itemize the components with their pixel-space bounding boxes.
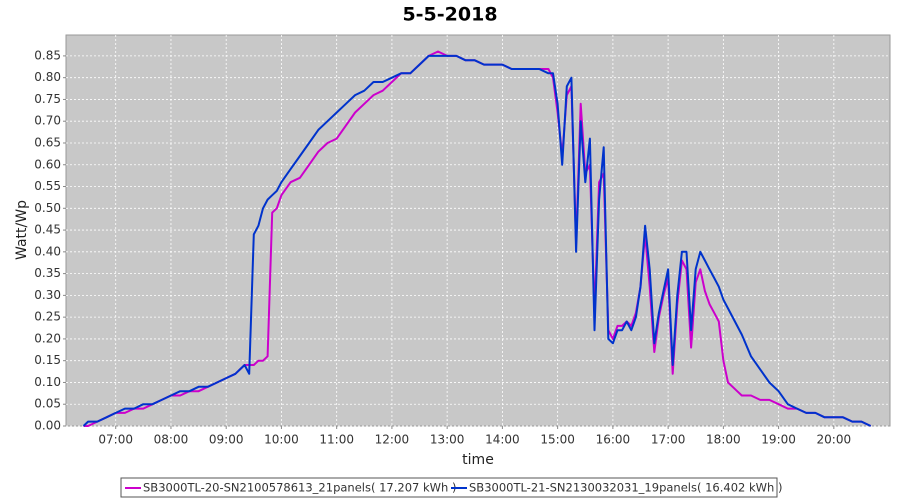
x-tick-label: 15:00 bbox=[540, 433, 575, 447]
x-tick-label: 13:00 bbox=[430, 433, 465, 447]
y-tick-label: 0.60 bbox=[34, 157, 61, 171]
y-tick-label: 0.50 bbox=[34, 201, 61, 215]
x-tick-label: 11:00 bbox=[319, 433, 354, 447]
x-tick-label: 10:00 bbox=[264, 433, 299, 447]
x-axis-label: time bbox=[462, 452, 494, 468]
x-tick-label: 19:00 bbox=[761, 433, 796, 447]
y-tick-label: 0.00 bbox=[34, 419, 61, 433]
x-tick-label: 20:00 bbox=[817, 433, 852, 447]
y-tick-label: 0.30 bbox=[34, 288, 61, 302]
x-tick-label: 12:00 bbox=[375, 433, 410, 447]
x-tick-label: 09:00 bbox=[209, 433, 244, 447]
y-tick-label: 0.40 bbox=[34, 244, 61, 258]
x-tick-label: 14:00 bbox=[485, 433, 520, 447]
y-tick-label: 0.55 bbox=[34, 179, 61, 193]
y-tick-label: 0.70 bbox=[34, 114, 61, 128]
legend-label: SB3000TL-20-SN2100578613_21panels( 17.20… bbox=[143, 481, 456, 495]
y-tick-label: 0.45 bbox=[34, 223, 61, 237]
x-tick-label: 17:00 bbox=[651, 433, 686, 447]
y-tick-label: 0.20 bbox=[34, 331, 61, 345]
x-tick-label: 07:00 bbox=[98, 433, 133, 447]
y-tick-label: 0.35 bbox=[34, 266, 61, 280]
legend-label: SB3000TL-21-SN2130032031_19panels( 16.40… bbox=[469, 481, 782, 495]
y-axis-label: Watt/Wp bbox=[14, 200, 30, 260]
x-tick-label: 08:00 bbox=[154, 433, 189, 447]
y-tick-label: 0.80 bbox=[34, 70, 61, 84]
y-tick-label: 0.75 bbox=[34, 92, 61, 106]
y-tick-label: 0.65 bbox=[34, 135, 61, 149]
y-tick-label: 0.85 bbox=[34, 48, 61, 62]
y-tick-label: 0.10 bbox=[34, 375, 61, 389]
series-line bbox=[82, 54, 872, 427]
y-tick-label: 0.25 bbox=[34, 310, 61, 324]
x-tick-label: 18:00 bbox=[706, 433, 741, 447]
y-tick-label: 0.05 bbox=[34, 397, 61, 411]
x-tick-label: 16:00 bbox=[596, 433, 631, 447]
y-tick-label: 0.15 bbox=[34, 353, 61, 367]
legend bbox=[120, 477, 778, 498]
chart-title: 5-5-2018 bbox=[402, 4, 497, 26]
plot-area bbox=[65, 34, 891, 427]
